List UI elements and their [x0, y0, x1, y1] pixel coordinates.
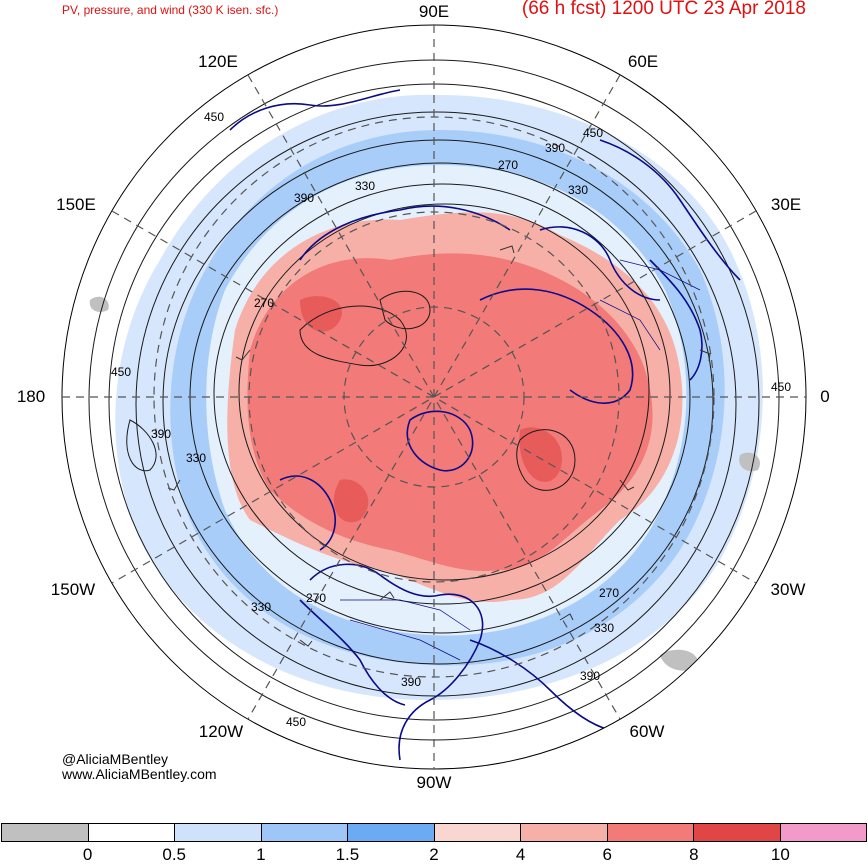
contour-label: 390 — [544, 141, 566, 155]
colorbar-segment — [2, 824, 89, 841]
colorbar-tick-label: 1.5 — [335, 845, 360, 864]
contour-label: 450 — [203, 110, 225, 124]
contour-label: 390 — [579, 669, 601, 683]
colorbar-segment — [348, 824, 435, 841]
credit-website: www.AliciaMBentley.com — [62, 766, 217, 782]
contour-label: 390 — [400, 675, 422, 689]
borders — [340, 259, 701, 661]
contour-label: 330 — [567, 183, 589, 197]
map-subtitle: PV, pressure, and wind (330 K isen. sfc.… — [62, 3, 279, 17]
colorbar-tick-label: 4 — [515, 845, 526, 864]
lon-label-90w: 90W — [416, 773, 452, 792]
lon-label-30e: 30E — [770, 195, 802, 214]
lon-label-180: 180 — [16, 387, 46, 406]
map-title: (66 h fcst) 1200 UTC 23 Apr 2018 — [521, 0, 806, 19]
contour-label: 390 — [293, 191, 315, 205]
colorbar-segment — [521, 824, 608, 841]
contour-label: 270 — [253, 296, 275, 310]
lon-label-60w: 60W — [629, 722, 665, 741]
colorbar-tick-label: 1 — [256, 845, 266, 864]
contour-label: 330 — [354, 179, 376, 193]
colorbar-segment — [261, 824, 348, 841]
parallels — [153, 116, 715, 678]
colorbar-segment — [694, 824, 781, 841]
lon-label-120w: 120W — [198, 722, 244, 741]
colorbar-tick-label: 10 — [770, 845, 790, 864]
colorbar-segment — [607, 824, 694, 841]
colorbar-tick-label: 0 — [82, 845, 93, 864]
contour-label: 330 — [185, 451, 207, 465]
colorbar-tick-label: 6 — [602, 845, 612, 864]
contour-label: 330 — [593, 621, 615, 635]
contour-label: 450 — [770, 380, 792, 394]
lon-label-120e: 120E — [198, 52, 238, 71]
lon-label-150w: 150W — [50, 580, 96, 599]
contour-label: 270 — [305, 591, 327, 605]
coastlines — [229, 89, 741, 761]
contour-label: 450 — [110, 365, 132, 379]
lon-label-60e: 60E — [627, 52, 659, 71]
colorbar-tick-label: 0.5 — [162, 845, 187, 864]
pv-highest-field — [300, 296, 562, 523]
colorbar-tick-label: 8 — [689, 845, 699, 864]
credit-handle: @AliciaMBentley — [62, 751, 169, 767]
contour-label: 450 — [285, 715, 307, 729]
lon-label-150e: 150E — [56, 195, 96, 214]
lon-label-0: 0 — [820, 387, 830, 406]
colorbar — [1, 823, 867, 842]
contour-label: 270 — [598, 586, 620, 600]
colorbar-tick-label: 2 — [429, 845, 439, 864]
colorbar-segment — [88, 824, 175, 841]
contour-label: 450 — [582, 126, 604, 140]
contour-label: 390 — [150, 427, 172, 441]
meridians — [62, 25, 806, 769]
lon-label-30w: 30W — [770, 580, 806, 599]
contour-label: 330 — [250, 600, 272, 614]
colorbar-segment — [434, 824, 521, 841]
lon-label-90e: 90E — [418, 2, 450, 21]
colorbar-segment — [780, 824, 866, 841]
colorbar-segment — [175, 824, 262, 841]
contour-label: 270 — [497, 158, 519, 172]
